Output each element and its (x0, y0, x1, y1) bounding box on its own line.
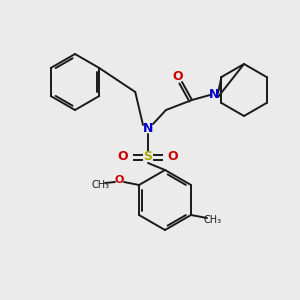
Text: CH₃: CH₃ (204, 215, 222, 225)
Text: S: S (143, 151, 152, 164)
Text: N: N (209, 88, 219, 101)
Text: O: O (118, 151, 128, 164)
Text: O: O (168, 151, 178, 164)
Text: O: O (114, 175, 124, 185)
Text: N: N (143, 122, 153, 134)
Text: CH₃: CH₃ (92, 180, 110, 190)
Text: O: O (173, 70, 183, 83)
